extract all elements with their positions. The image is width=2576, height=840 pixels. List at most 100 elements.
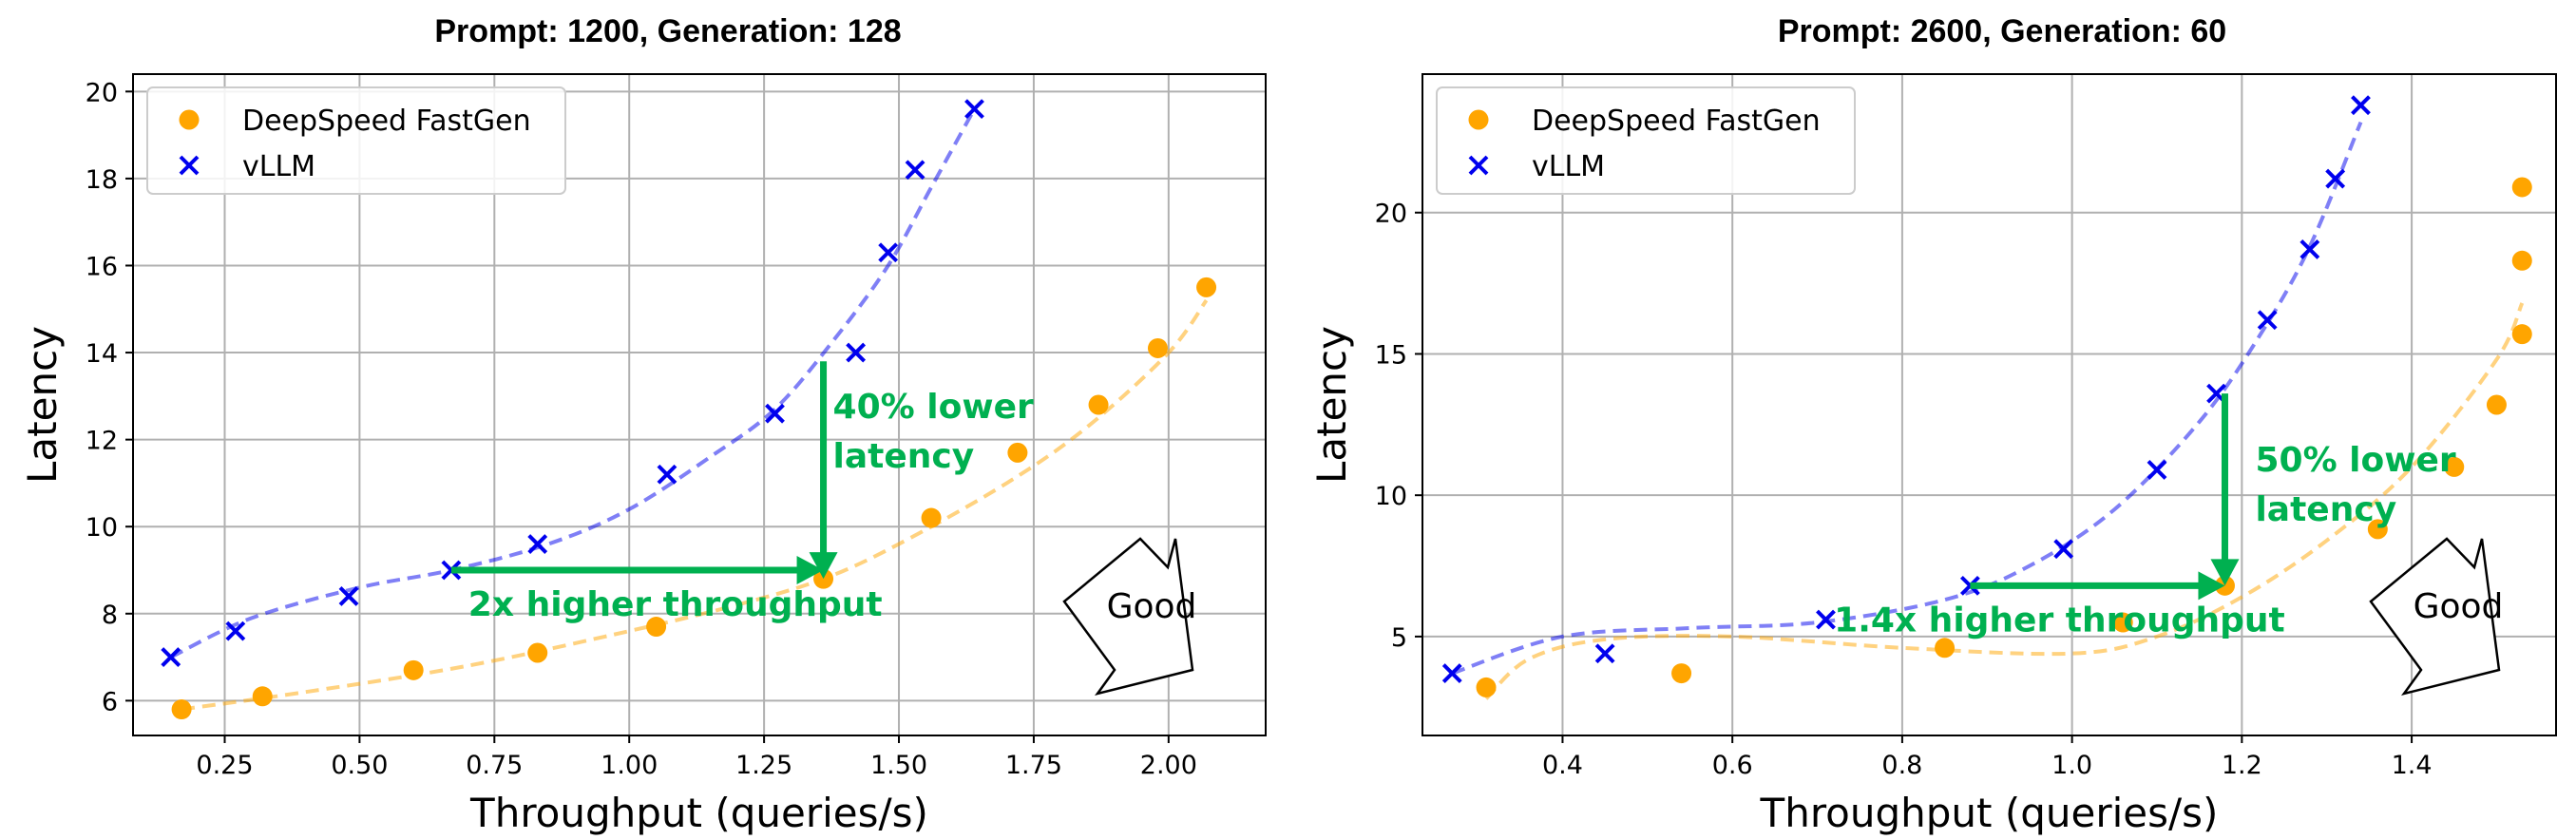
data-point-fastgen — [171, 699, 192, 720]
chart-title: Prompt: 2600, Generation: 60 — [1778, 13, 2226, 49]
data-point-fastgen — [2444, 456, 2465, 477]
x-axis-label: Throughput (queries/s) — [469, 790, 928, 836]
x-tick-label: 0.25 — [196, 751, 253, 780]
data-point-vllm — [1959, 575, 1980, 596]
x-tick-label: 1.75 — [1005, 751, 1062, 780]
x-tick-label: 1.0 — [2051, 751, 2092, 780]
y-axis-label: Latency — [1308, 326, 1355, 484]
data-point-fastgen — [2511, 324, 2532, 345]
legend-marker-vllm — [1468, 155, 1489, 176]
good-badge-label: Good — [2414, 587, 2504, 626]
throughput-annotation: 1.4x higher throughput — [1834, 601, 2285, 640]
x-tick-label: 1.00 — [601, 751, 658, 780]
y-tick-label: 20 — [1375, 200, 1407, 229]
y-tick-label: 20 — [86, 78, 118, 107]
throughput-annotation: 2x higher throughput — [468, 585, 883, 624]
chart-panel-prompt-1200: Prompt: 1200, Generation: 128 0.25 0.50 0.7… — [19, 13, 1267, 836]
data-point-fastgen — [2511, 177, 2532, 198]
data-point-vllm — [1816, 609, 1836, 630]
data-point-fastgen — [1196, 277, 1217, 297]
trend-line-vllm — [1451, 121, 2363, 676]
y-tick-label: 8 — [102, 601, 118, 630]
x-tick-label: 0.4 — [1542, 751, 1583, 780]
y-tick-label: 6 — [102, 687, 118, 716]
data-point-vllm — [2299, 239, 2320, 259]
latency-annotation-line: latency — [2255, 490, 2396, 529]
x-tick-label: 0.8 — [1881, 751, 1922, 780]
data-point-vllm — [2147, 459, 2167, 480]
data-point-vllm — [441, 560, 462, 581]
data-point-fastgen — [1088, 394, 1109, 415]
chart-title: Prompt: 1200, Generation: 128 — [434, 13, 901, 49]
data-point-fastgen — [1007, 442, 1028, 463]
latency-annotation-line: 40% lower — [833, 388, 1034, 427]
legend-label: vLLM — [242, 150, 315, 183]
y-axis-label: Latency — [19, 326, 66, 484]
data-point-vllm — [765, 403, 785, 424]
x-tick-label: 0.75 — [466, 751, 523, 780]
data-point-fastgen — [403, 659, 424, 680]
legend-label: DeepSpeed FastGen — [242, 105, 531, 138]
data-point-vllm — [846, 342, 867, 363]
good-arrow-badge — [1062, 537, 1194, 697]
y-tick-label: 15 — [1375, 340, 1407, 370]
chart-panel-prompt-2600: Prompt: 2600, Generation: 60 0.4 0.6 0.8 1.0… — [1308, 13, 2557, 836]
plot-frame — [132, 73, 1267, 736]
legend-box — [1436, 86, 1856, 195]
data-point-fastgen — [1476, 677, 1497, 697]
data-point-fastgen — [2511, 250, 2532, 271]
legend-label: DeepSpeed FastGen — [1532, 105, 1821, 138]
throughput-arrow-head — [796, 556, 824, 584]
legend-marker-fastgen — [179, 109, 200, 130]
y-tick-label: 12 — [86, 427, 118, 456]
y-tick-label: 5 — [1391, 623, 1407, 653]
latency-annotation-line: 50% lower — [2255, 441, 2455, 480]
data-point-vllm — [905, 160, 925, 181]
y-tick-label: 16 — [86, 252, 118, 281]
data-point-vllm — [2325, 168, 2346, 189]
y-tick-label: 18 — [86, 165, 118, 195]
good-arrow-badge — [2369, 537, 2501, 697]
throughput-arrow-head — [2198, 571, 2225, 601]
trend-line-fastgen — [181, 298, 1209, 712]
data-point-vllm — [964, 99, 984, 120]
data-point-fastgen — [2486, 394, 2507, 415]
plot-frame — [1422, 73, 2557, 736]
data-point-fastgen — [1671, 663, 1692, 684]
data-point-vllm — [527, 534, 548, 554]
latency-arrow-head — [809, 552, 838, 580]
x-tick-label: 1.50 — [870, 751, 927, 780]
x-tick-label: 1.4 — [2392, 751, 2433, 780]
data-point-vllm — [338, 586, 359, 606]
data-point-vllm — [1594, 643, 1615, 664]
legend-label: vLLM — [1532, 150, 1605, 183]
data-point-fastgen — [2367, 519, 2388, 540]
data-point-fastgen — [2112, 612, 2133, 633]
x-tick-label: 1.25 — [735, 751, 792, 780]
data-point-vllm — [2351, 95, 2371, 116]
data-point-fastgen — [1147, 337, 1168, 358]
data-point-fastgen — [527, 642, 548, 663]
legend-box — [146, 86, 566, 195]
data-point-fastgen — [1935, 638, 1956, 659]
y-tick-label: 10 — [1375, 482, 1407, 511]
data-point-fastgen — [252, 686, 273, 707]
data-point-vllm — [1441, 663, 1462, 683]
trend-line-vllm — [169, 107, 977, 659]
data-point-vllm — [225, 620, 246, 641]
data-point-vllm — [2257, 310, 2278, 331]
data-point-fastgen — [646, 617, 667, 638]
x-axis-label: Throughput (queries/s) — [1760, 790, 2219, 836]
y-tick-label: 10 — [86, 513, 118, 543]
legend-marker-vllm — [179, 155, 200, 176]
trend-line-fastgen — [1484, 302, 2525, 700]
data-point-vllm — [2053, 539, 2074, 560]
data-point-vllm — [657, 464, 677, 485]
data-point-fastgen — [921, 507, 942, 528]
latency-arrow-head — [2210, 559, 2240, 586]
x-tick-label: 0.50 — [331, 751, 388, 780]
x-tick-label: 2.00 — [1140, 751, 1197, 780]
latency-annotation-line: latency — [833, 437, 975, 476]
good-badge-label: Good — [1107, 587, 1197, 626]
